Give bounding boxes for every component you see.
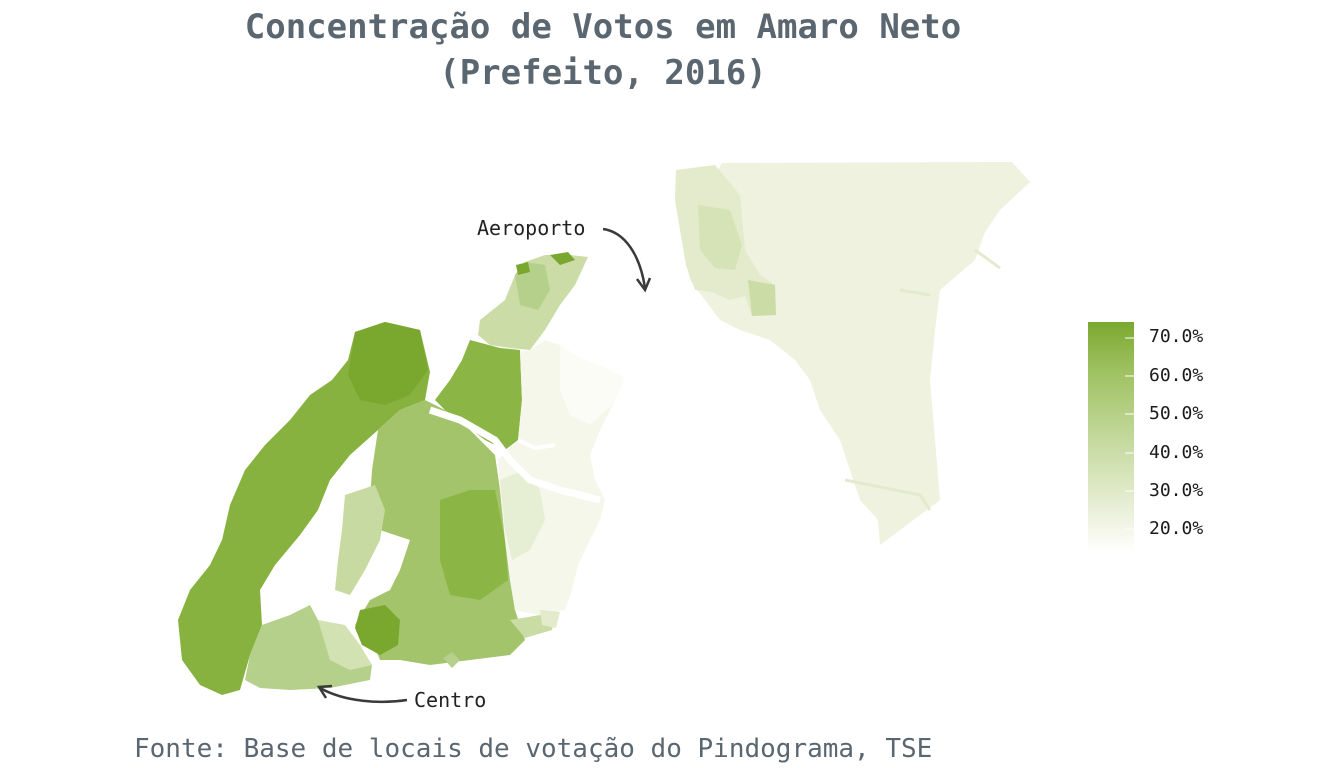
legend-label-40: 40.0% [1149,442,1204,463]
region-island-south [245,605,372,690]
region-north-peninsula [435,340,522,450]
map-title: Concentração de Votos em Amaro Neto (Pre… [0,4,1206,96]
region-east-islet [540,610,560,628]
map-title-line2: (Prefeito, 2016) [439,53,767,93]
legend-label-70: 70.0% [1149,326,1204,347]
region-airport-south [748,280,776,316]
region-island-south-pale [318,620,372,670]
region-north-tip-dark [516,252,575,275]
region-east-coast-whitest [560,345,625,425]
bay-channel [517,438,556,451]
airport-annotation: Aeroporto [477,216,585,240]
region-island-inner-pale [335,485,385,595]
center-arrow [319,686,408,704]
legend: 70.0% 60.0% 50.0% 40.0% 30.0% 20.0% [1088,322,1228,552]
region-island-central-dark [440,490,508,600]
region-continental [684,162,1030,545]
airport-arrow [602,227,647,289]
map-title-line1: Concentração de Votos em Amaro Neto [244,7,962,47]
region-island-west-dark [348,322,428,405]
legend-label-60: 60.0% [1149,365,1204,386]
region-north-coast-mid [515,262,550,310]
region-small-island [443,652,460,668]
region-east-coast-pale [500,470,545,560]
source-caption: Fonte: Base de locais de votação do Pind… [134,734,933,764]
region-continental-pier [844,248,1001,511]
legend-label-50: 50.0% [1149,403,1204,424]
center-arrow-head [316,684,333,699]
legend-label-30: 30.0% [1149,480,1204,501]
legend-colorbar [1088,322,1134,552]
region-island-west [178,322,430,695]
airport-arrow-head [635,277,652,293]
region-island-centro-dark [355,605,400,655]
legend-label-20: 20.0% [1149,518,1204,539]
river-channel [428,406,601,504]
center-annotation: Centro [414,688,486,712]
region-airport-core [698,205,742,270]
